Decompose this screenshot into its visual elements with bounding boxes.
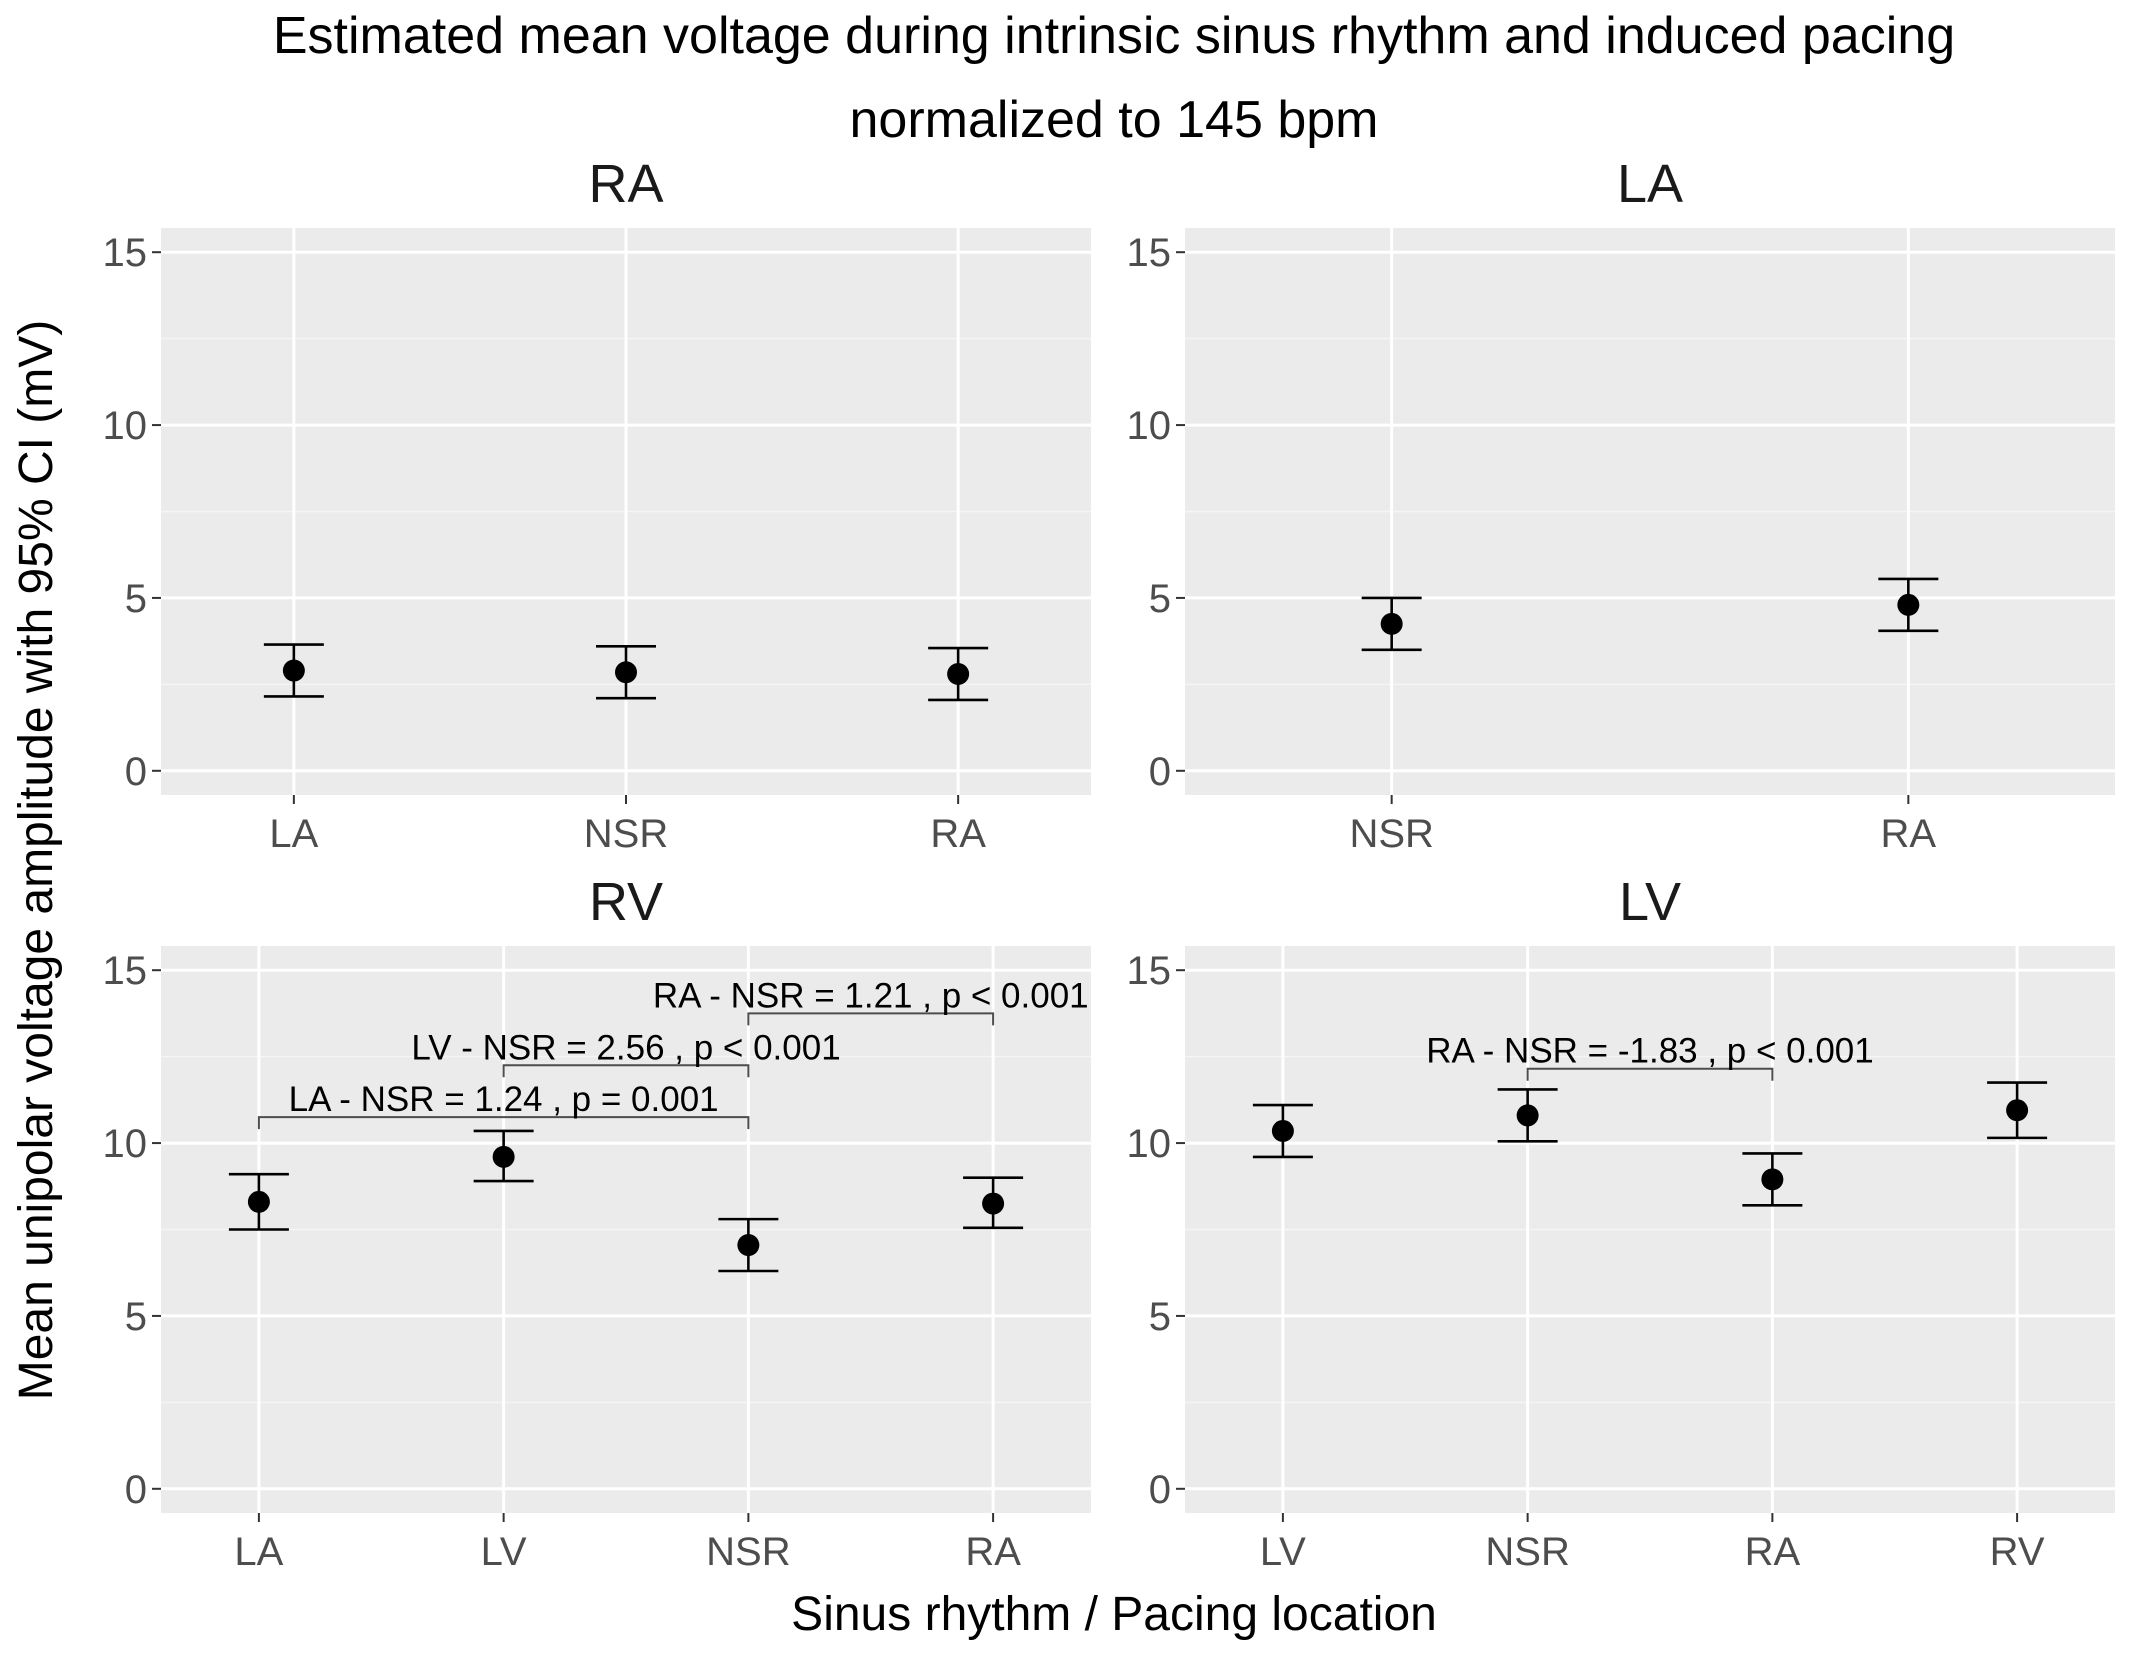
data-point <box>282 659 305 682</box>
data-point <box>1516 1104 1539 1127</box>
y-tick-label: 15 <box>103 231 148 275</box>
data-point <box>247 1190 270 1213</box>
y-tick-label: 5 <box>1149 577 1171 621</box>
y-tick-label: 10 <box>103 1122 148 1166</box>
data-point <box>1761 1168 1784 1191</box>
y-axis-title: Mean unipolar voltage amplitude with 95%… <box>10 320 63 1401</box>
y-tick-label: 0 <box>1149 1468 1171 1512</box>
x-tick-label: NSR <box>584 812 668 856</box>
y-tick-label: 15 <box>103 949 148 993</box>
data-point <box>1380 612 1403 635</box>
y-tick-label: 0 <box>1149 750 1171 794</box>
x-tick-label: RA <box>1881 812 1937 856</box>
y-tick-label: 5 <box>125 577 147 621</box>
significance-bracket <box>257 1116 750 1130</box>
y-tick-label: 10 <box>103 404 148 448</box>
data-point <box>947 662 970 685</box>
x-tick-label: NSR <box>1485 1530 1569 1574</box>
x-tick-label: RA <box>965 1530 1021 1574</box>
x-tick-label: LV <box>1260 1530 1306 1574</box>
y-tick-label: 0 <box>125 750 147 794</box>
x-tick-label: RA <box>930 812 986 856</box>
y-tick-label: 0 <box>125 1468 147 1512</box>
x-tick-label: NSR <box>1349 812 1433 856</box>
y-tick-label: 15 <box>1127 949 1172 993</box>
y-tick-label: 15 <box>1127 231 1172 275</box>
x-tick-label: RA <box>1745 1530 1801 1574</box>
x-tick-label: NSR <box>706 1530 790 1574</box>
data-point <box>1897 593 1920 616</box>
significance-label: RA - NSR = -1.83 , p < 0.001 <box>1426 1032 1873 1071</box>
data-point <box>982 1192 1005 1215</box>
significance-bracket <box>1526 1067 1774 1081</box>
panel-strip-label: RA <box>588 154 663 214</box>
x-tick-label: RV <box>1990 1530 2045 1574</box>
significance-label: LV - NSR = 2.56 , p < 0.001 <box>411 1028 840 1067</box>
significance-bracket <box>747 1012 995 1026</box>
significance-label: LA - NSR = 1.24 , p = 0.001 <box>289 1080 719 1119</box>
significance-label: RA - NSR = 1.21 , p < 0.001 <box>653 976 1089 1015</box>
chart-title-line: normalized to 145 bpm <box>850 91 1379 149</box>
x-tick-label: LA <box>234 1530 283 1574</box>
panel-strip-label: LA <box>1617 154 1683 214</box>
y-tick-label: 10 <box>1127 404 1172 448</box>
data-point <box>737 1234 760 1257</box>
y-tick-label: 5 <box>1149 1295 1171 1339</box>
data-point <box>615 661 637 684</box>
panel-strip-label: RV <box>589 872 663 932</box>
data-point <box>1271 1119 1294 1142</box>
y-tick-label: 5 <box>125 1295 147 1339</box>
panel-strip-label: LV <box>1619 872 1681 932</box>
x-tick-label: LA <box>269 812 318 856</box>
data-point <box>2006 1099 2029 1122</box>
y-tick-label: 10 <box>1127 1122 1172 1166</box>
significance-bracket <box>502 1064 750 1078</box>
chart-title-line: Estimated mean voltage during intrinsic … <box>273 7 1955 65</box>
x-tick-label: LV <box>481 1530 527 1574</box>
data-point <box>492 1145 515 1168</box>
x-axis-title: Sinus rhythm / Pacing location <box>791 1588 1437 1641</box>
